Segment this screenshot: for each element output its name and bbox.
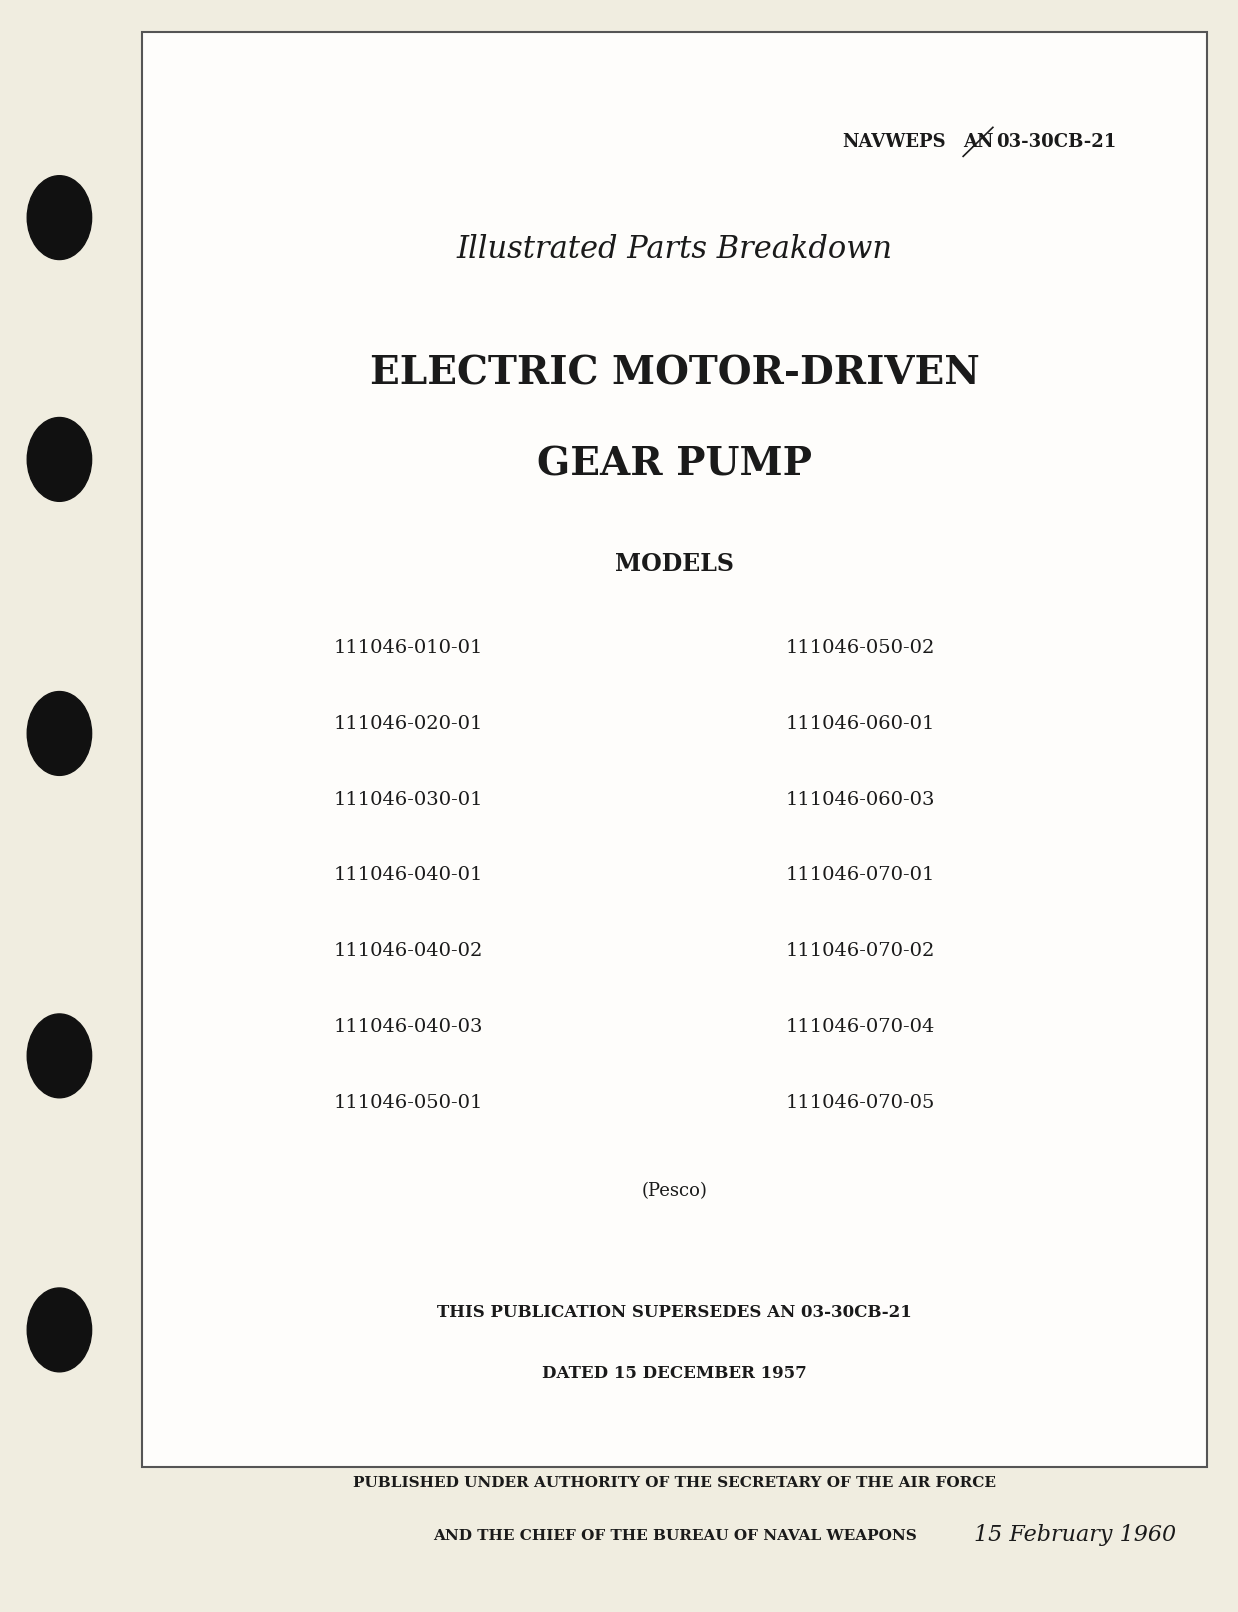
Text: 15 February 1960: 15 February 1960 — [974, 1523, 1176, 1546]
Text: 111046-050-01: 111046-050-01 — [334, 1093, 483, 1112]
Text: 111046-010-01: 111046-010-01 — [334, 638, 483, 658]
Text: AND THE CHIEF OF THE BUREAU OF NAVAL WEAPONS: AND THE CHIEF OF THE BUREAU OF NAVAL WEA… — [433, 1530, 916, 1543]
Text: ELECTRIC MOTOR-DRIVEN: ELECTRIC MOTOR-DRIVEN — [370, 355, 979, 393]
Text: 111046-050-02: 111046-050-02 — [786, 638, 935, 658]
Text: 111046-070-04: 111046-070-04 — [786, 1017, 935, 1037]
Text: AN: AN — [963, 132, 994, 152]
Text: DATED 15 DECEMBER 1957: DATED 15 DECEMBER 1957 — [542, 1365, 807, 1381]
Circle shape — [27, 1014, 92, 1098]
Text: Illustrated Parts Breakdown: Illustrated Parts Breakdown — [457, 234, 893, 266]
Text: GEAR PUMP: GEAR PUMP — [537, 445, 812, 484]
Text: PUBLISHED UNDER AUTHORITY OF THE SECRETARY OF THE AIR FORCE: PUBLISHED UNDER AUTHORITY OF THE SECRETA… — [353, 1477, 997, 1489]
Text: MODELS: MODELS — [615, 553, 734, 575]
Text: NAVWEPS: NAVWEPS — [842, 132, 946, 152]
Text: 111046-040-01: 111046-040-01 — [334, 866, 483, 885]
Text: THIS PUBLICATION SUPERSEDES AN 03-30CB-21: THIS PUBLICATION SUPERSEDES AN 03-30CB-2… — [437, 1304, 912, 1320]
Text: 03-30CB-21: 03-30CB-21 — [997, 132, 1117, 152]
Text: 111046-070-05: 111046-070-05 — [786, 1093, 935, 1112]
Text: 111046-020-01: 111046-020-01 — [334, 714, 483, 733]
Circle shape — [27, 1288, 92, 1372]
Text: 111046-040-03: 111046-040-03 — [334, 1017, 483, 1037]
Text: 111046-030-01: 111046-030-01 — [334, 790, 483, 809]
Text: 111046-060-01: 111046-060-01 — [786, 714, 935, 733]
Circle shape — [27, 176, 92, 260]
Circle shape — [27, 692, 92, 775]
Text: 111046-070-01: 111046-070-01 — [786, 866, 935, 885]
Text: 111046-070-02: 111046-070-02 — [786, 941, 935, 961]
Text: 111046-040-02: 111046-040-02 — [334, 941, 483, 961]
Text: (Pesco): (Pesco) — [641, 1182, 708, 1201]
Circle shape — [27, 418, 92, 501]
FancyBboxPatch shape — [142, 32, 1207, 1467]
Text: 111046-060-03: 111046-060-03 — [786, 790, 935, 809]
